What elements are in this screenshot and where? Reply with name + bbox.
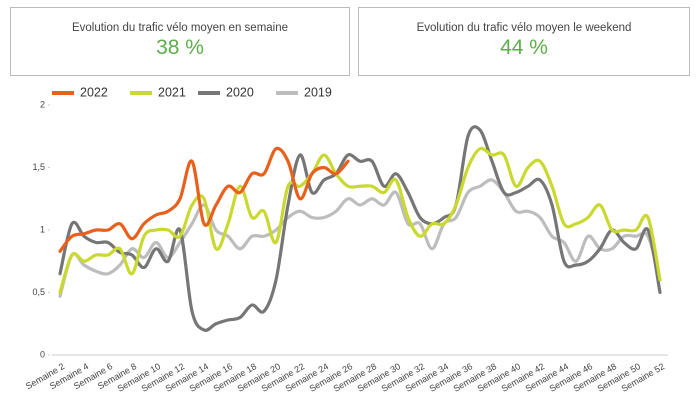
kpi-box: Evolution du trafic vélo moyen en semain… <box>10 7 350 76</box>
series-line <box>58 146 662 295</box>
series-line <box>58 125 662 332</box>
y-tick-label: 2 <box>40 99 45 109</box>
y-tick-label: 0,5 <box>32 287 45 297</box>
series-line <box>58 146 350 253</box>
legend-label: 2019 <box>304 85 332 99</box>
y-tick-label: 1 <box>40 224 45 234</box>
legend-label: 2022 <box>80 85 108 99</box>
kpi-label: Evolution du trafic vélo moyen en semain… <box>71 22 289 34</box>
kpi-box: Evolution du trafic vélo moyen le weeken… <box>358 7 690 76</box>
series-line <box>58 178 662 298</box>
y-tick-label: 0 <box>40 349 45 359</box>
kpi-label: Evolution du trafic vélo moyen le weeken… <box>416 22 632 34</box>
legend-label: 2020 <box>226 85 254 99</box>
y-tick-label: 1,5 <box>32 162 45 172</box>
legend-label: 2021 <box>158 85 186 99</box>
kpi-value: 44 % <box>500 36 548 59</box>
kpi-value: 38 % <box>156 36 204 59</box>
